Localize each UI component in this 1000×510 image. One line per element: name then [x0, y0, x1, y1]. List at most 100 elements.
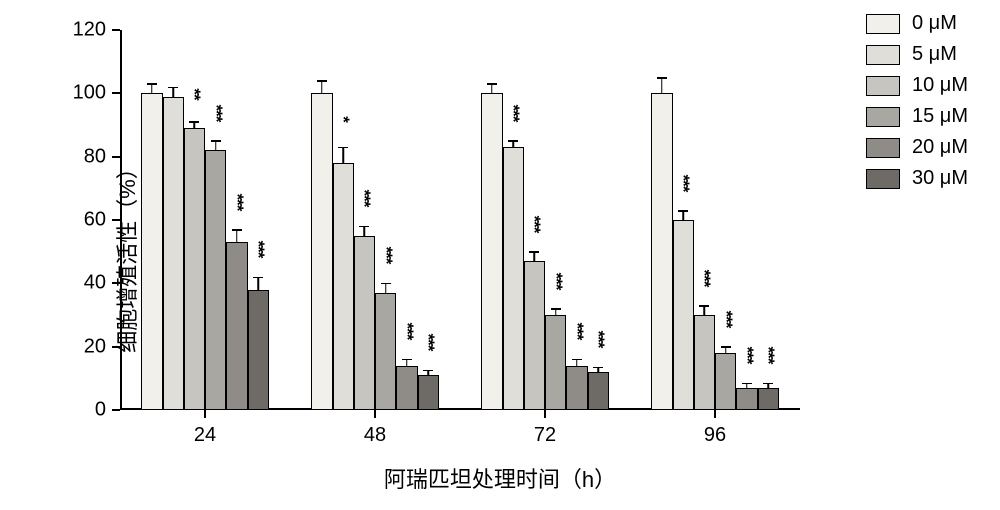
error-bar [172, 87, 174, 97]
figure: 细胞增殖活性（%） 02040608010012024***********48… [0, 0, 1000, 510]
legend-item: 10 μM [866, 74, 968, 97]
legend-item: 30 μM [866, 167, 968, 190]
significance-marker: *** [206, 104, 226, 121]
error-bar [534, 252, 536, 262]
error-cap [168, 87, 178, 89]
bar [673, 220, 694, 410]
bar [333, 163, 354, 410]
error-cap [359, 226, 369, 228]
bar [354, 236, 375, 410]
significance-marker: *** [354, 190, 374, 207]
significance-marker: *** [546, 272, 566, 289]
legend-label: 5 μM [912, 43, 957, 66]
legend-label: 10 μM [912, 74, 968, 97]
error-bar [342, 147, 344, 163]
x-tick-label: 72 [534, 424, 556, 447]
error-bar [257, 277, 259, 290]
error-cap [402, 359, 412, 361]
y-tick-label: 120 [73, 19, 106, 42]
legend-item: 15 μM [866, 105, 968, 128]
error-cap [232, 229, 242, 231]
x-tick-label: 96 [704, 424, 726, 447]
y-tick [112, 282, 120, 284]
bar [141, 93, 162, 410]
significance-marker: *** [524, 215, 544, 232]
y-tick [112, 156, 120, 158]
error-cap [593, 367, 603, 369]
bar [566, 366, 587, 410]
significance-marker: *** [376, 247, 396, 264]
error-cap [253, 277, 263, 279]
y-tick [112, 346, 120, 348]
plot-area: 02040608010012024***********48**********… [120, 30, 800, 410]
significance-marker: *** [227, 193, 247, 210]
legend-label: 0 μM [912, 12, 957, 35]
error-cap [338, 147, 348, 149]
bar [226, 242, 247, 410]
significance-marker: *** [588, 331, 608, 348]
significance-marker: *** [758, 347, 778, 364]
bar [694, 315, 715, 410]
y-axis-line [120, 30, 122, 410]
bar [248, 290, 269, 410]
error-cap [721, 346, 731, 348]
legend-item: 5 μM [866, 43, 968, 66]
legend-swatch [866, 76, 900, 96]
legend-label: 30 μM [912, 167, 968, 190]
significance-marker: *** [567, 323, 587, 340]
x-tick [714, 410, 716, 418]
bar [418, 375, 439, 410]
error-cap [529, 251, 539, 253]
error-cap [189, 121, 199, 123]
error-bar [385, 283, 387, 293]
legend-item: 0 μM [866, 12, 968, 35]
error-cap [572, 359, 582, 361]
error-cap [423, 370, 433, 372]
error-cap [699, 305, 709, 307]
bar [524, 261, 545, 410]
significance-marker: ** [184, 88, 204, 99]
x-tick [544, 410, 546, 418]
error-cap [551, 308, 561, 310]
bar [503, 147, 524, 410]
y-tick-label: 80 [84, 145, 106, 168]
significance-marker: * [333, 116, 353, 122]
error-cap [508, 140, 518, 142]
significance-marker: *** [716, 310, 736, 327]
legend-item: 20 μM [866, 136, 968, 159]
legend-label: 15 μM [912, 105, 968, 128]
y-tick [112, 219, 120, 221]
error-bar [661, 78, 663, 94]
bar [396, 366, 417, 410]
x-tick-label: 24 [194, 424, 216, 447]
legend-swatch [866, 14, 900, 34]
error-cap [742, 383, 752, 385]
error-bar [151, 84, 153, 94]
bar [481, 93, 502, 410]
bar [205, 150, 226, 410]
legend-swatch [866, 45, 900, 65]
legend: 0 μM 5 μM 10 μM 15 μM 20 μM 30 μM [866, 12, 968, 198]
error-bar [364, 226, 366, 236]
error-bar [215, 141, 217, 151]
error-cap [763, 383, 773, 385]
legend-swatch [866, 169, 900, 189]
error-cap [147, 83, 157, 85]
error-cap [211, 140, 221, 142]
significance-marker: *** [694, 269, 714, 286]
error-cap [317, 80, 327, 82]
y-tick-label: 0 [95, 399, 106, 422]
error-cap [381, 283, 391, 285]
significance-marker: *** [673, 174, 693, 191]
significance-marker: *** [737, 347, 757, 364]
legend-swatch [866, 107, 900, 127]
significance-marker: *** [503, 104, 523, 121]
x-tick-label: 48 [364, 424, 386, 447]
bar [651, 93, 672, 410]
error-bar [704, 306, 706, 316]
error-bar [491, 84, 493, 94]
error-cap [487, 83, 497, 85]
error-bar [682, 211, 684, 221]
bar [588, 372, 609, 410]
legend-swatch [866, 138, 900, 158]
